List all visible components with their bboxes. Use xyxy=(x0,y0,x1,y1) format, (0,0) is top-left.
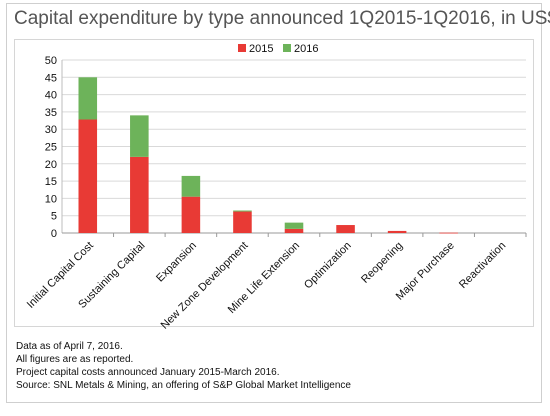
bar-2015-expansion xyxy=(181,196,201,233)
bar-2015-reopening xyxy=(387,230,407,233)
chart-title: Capital expenditure by type announced 1Q… xyxy=(14,8,550,29)
bar-2015-initial-capital-cost xyxy=(78,119,98,233)
bar-2015-mine-life-extension xyxy=(284,228,304,233)
notes: Data as of April 7, 2016. All figures ar… xyxy=(16,340,351,392)
y-tick-label: 35 xyxy=(45,107,57,119)
x-tick-label: Reopening xyxy=(359,240,405,286)
bar-2016-expansion xyxy=(181,175,201,197)
bar-2016-new-zone-development xyxy=(233,210,252,212)
y-tick-label: 40 xyxy=(45,90,57,102)
chart-area xyxy=(14,39,534,327)
legend-swatch-2015 xyxy=(238,44,246,52)
y-tick-label: 25 xyxy=(45,142,57,154)
y-tick-label: 30 xyxy=(45,124,57,136)
note-source: Source: SNL Metals & Mining, an offering… xyxy=(16,380,351,391)
bar-2015-optimization xyxy=(336,225,355,233)
legend-swatch-2016 xyxy=(283,44,291,52)
y-tick-label: 0 xyxy=(51,228,57,240)
legend-label-2015: 2015 xyxy=(249,43,273,55)
bar-2015-new-zone-development xyxy=(233,211,252,233)
bar-2016-initial-capital-cost xyxy=(78,77,98,120)
note-period: Project capital costs announced January … xyxy=(16,367,280,378)
y-tick-label: 10 xyxy=(45,193,57,205)
y-tick-label: 15 xyxy=(45,176,57,188)
x-tick-label: New Zone Development xyxy=(159,240,251,332)
x-tick-label: Reactivation xyxy=(457,240,508,291)
note-figures: All figures are as reported. xyxy=(16,354,134,365)
bar-2015-major-purchase xyxy=(439,232,458,234)
y-tick-label: 20 xyxy=(45,159,57,171)
y-tick-label: 45 xyxy=(45,72,57,84)
y-tick-label: 50 xyxy=(45,55,57,67)
bar-2015-sustaining-capital xyxy=(130,156,149,233)
note-data-date: Data as of April 7, 2016. xyxy=(16,341,123,352)
x-tick-label: Expansion xyxy=(154,240,199,285)
legend-label-2016: 2016 xyxy=(294,43,318,55)
bar-2016-mine-life-extension xyxy=(284,222,304,229)
bar-2016-sustaining-capital xyxy=(130,115,149,157)
y-tick-label: 5 xyxy=(51,211,57,223)
x-tick-label: Optimization xyxy=(302,240,354,292)
